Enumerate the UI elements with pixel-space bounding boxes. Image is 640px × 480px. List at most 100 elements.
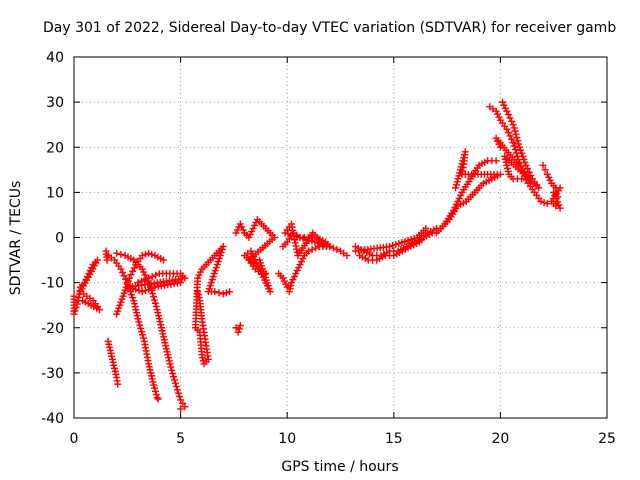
data-point <box>151 299 159 307</box>
y-tick-label: 20 <box>46 140 64 156</box>
data-point <box>141 250 149 258</box>
data-point <box>539 161 547 169</box>
x-tick-label: 25 <box>598 431 616 447</box>
tick-layer: 0 5 10 15 20 25 -40 -30 -20 -10 0 10 20 30 40 <box>41 50 616 447</box>
data-point <box>537 197 545 205</box>
x-axis-label: GPS time / hours <box>281 459 398 475</box>
data-point <box>422 224 430 232</box>
data-point <box>151 384 159 392</box>
data-point <box>130 264 138 272</box>
data-point <box>113 249 121 257</box>
data-point <box>333 246 341 254</box>
data-point <box>127 271 135 279</box>
data-point <box>496 143 504 151</box>
data-point <box>232 324 240 332</box>
data-point <box>255 256 263 264</box>
y-axis-label: SDTVAR / TECUs <box>8 181 24 296</box>
data-point <box>555 201 563 209</box>
data-point <box>181 403 189 411</box>
data-point <box>148 284 156 292</box>
data-point <box>510 142 518 150</box>
data-point <box>138 288 146 296</box>
data-point <box>211 288 219 296</box>
data-point <box>515 140 523 148</box>
data-point <box>154 395 162 403</box>
data-point <box>72 303 80 311</box>
data-point <box>506 114 514 122</box>
data-point <box>219 290 227 298</box>
y-tick-label: 30 <box>46 95 64 111</box>
data-point <box>70 310 78 318</box>
data-point <box>145 249 153 257</box>
data-point <box>132 285 140 293</box>
data-point <box>114 380 122 388</box>
data-point <box>407 236 415 244</box>
data-point <box>392 241 400 249</box>
data-point <box>226 288 234 296</box>
x-tick-label: 20 <box>491 431 509 447</box>
data-point <box>138 252 146 260</box>
data-point <box>398 239 406 247</box>
data-point <box>160 256 168 264</box>
data-point <box>504 111 512 119</box>
data-point <box>503 107 511 115</box>
data-point <box>174 389 182 397</box>
data-point <box>167 363 175 371</box>
data-point <box>137 324 145 332</box>
data-point <box>150 296 158 304</box>
data-point <box>166 360 174 368</box>
data-point <box>125 274 133 282</box>
data-point <box>135 287 143 295</box>
y-tick-label: -10 <box>41 276 64 292</box>
x-tick-label: 15 <box>385 431 403 447</box>
data-point <box>135 318 143 326</box>
data-point <box>177 279 185 287</box>
data-point <box>511 127 519 135</box>
data-point <box>170 373 178 381</box>
data-point <box>503 125 511 133</box>
data-point <box>149 293 157 301</box>
data-point <box>305 247 313 255</box>
data-point <box>514 137 522 145</box>
data-point <box>540 199 548 207</box>
data-point <box>103 256 111 264</box>
data-point <box>513 134 521 142</box>
data-point <box>149 378 157 386</box>
data-point <box>512 130 520 138</box>
data-point <box>148 250 156 258</box>
data-point <box>508 135 516 143</box>
data-point <box>177 405 185 413</box>
data-point <box>136 321 144 329</box>
data-point <box>73 300 81 308</box>
data-point <box>173 386 181 394</box>
data-point <box>236 321 244 329</box>
data-point <box>522 161 530 169</box>
x-tick-label: 10 <box>278 431 296 447</box>
data-point <box>508 117 516 125</box>
data-point <box>120 272 128 280</box>
data-point <box>148 273 156 281</box>
data-point <box>149 290 157 298</box>
data-point <box>141 287 149 295</box>
data-point <box>554 193 562 201</box>
data-point <box>79 297 87 305</box>
data-point <box>134 315 142 323</box>
data-point <box>329 244 337 252</box>
data-point <box>215 289 223 297</box>
data-point <box>452 184 460 192</box>
data-point <box>172 382 180 390</box>
data-point <box>386 243 394 251</box>
data-point <box>543 200 551 208</box>
data-point <box>541 166 549 174</box>
y-tick-label: -40 <box>41 411 64 427</box>
data-point <box>71 307 79 315</box>
data-point <box>509 139 517 147</box>
data-point <box>222 289 230 297</box>
data-point <box>492 157 500 165</box>
data-point <box>117 265 125 273</box>
data-point <box>125 283 133 291</box>
data-point <box>234 328 242 336</box>
data-point <box>308 246 316 254</box>
data-point <box>168 366 176 374</box>
